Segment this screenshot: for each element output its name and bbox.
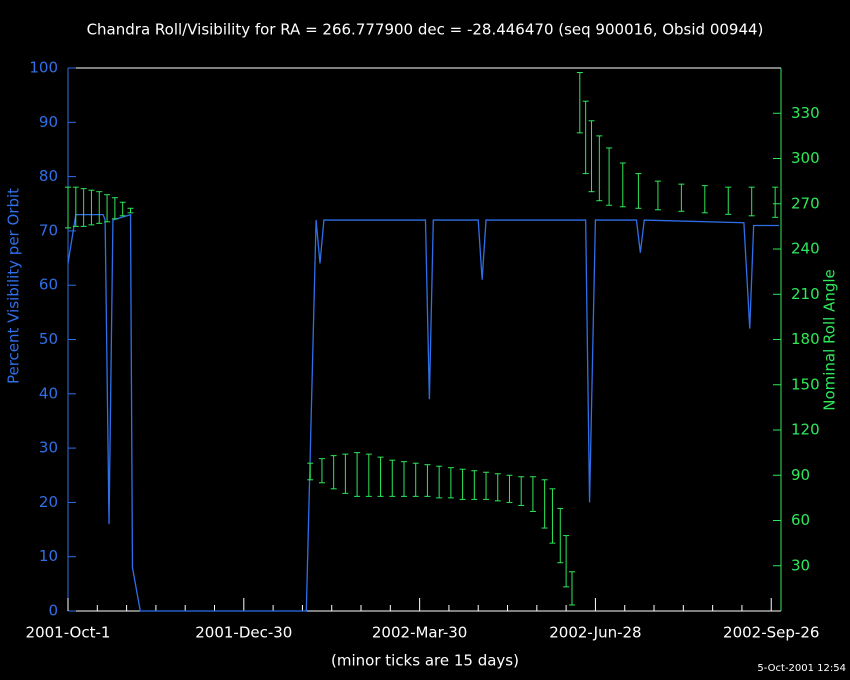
roll-range-bar: [635, 173, 642, 209]
y-tick-label: 0: [48, 602, 58, 620]
y-tick-label: 70: [39, 221, 58, 239]
y2-tick-label: 60: [791, 511, 810, 529]
roll-range-bar: [654, 180, 661, 211]
y-tick-label: 20: [39, 493, 58, 511]
roll-range-bar: [412, 462, 419, 497]
roll-range-bar: [111, 197, 118, 220]
y2-tick-label: 240: [791, 240, 820, 258]
y2-tick-label: 270: [791, 194, 820, 212]
y-tick-label: 30: [39, 439, 58, 457]
roll-range-bar: [563, 535, 570, 588]
roll-range-bar: [127, 207, 134, 214]
roll-range-bar: [365, 453, 372, 497]
roll-range-bar: [471, 470, 478, 500]
x-tick-label: 2001-Oct-1: [26, 624, 111, 642]
roll-range-bar: [557, 507, 564, 564]
roll-range-bar: [518, 476, 525, 506]
roll-range-bar: [447, 467, 454, 499]
y-tick-label: 90: [39, 113, 58, 131]
roll-range-bar: [377, 456, 384, 497]
roll-range-bar: [307, 462, 314, 481]
y2-tick-label: 330: [791, 104, 820, 122]
roll-range-bar: [424, 464, 431, 497]
x-tick-label: 2001-Dec-30: [195, 624, 292, 642]
y-tick-label: 100: [29, 59, 58, 77]
roll-range-bar: [576, 72, 583, 134]
x-tick-label: 2002-Sep-26: [723, 624, 819, 642]
roll-range-bar: [772, 186, 779, 218]
y2-axis-label: Nominal Roll Angle: [821, 269, 839, 411]
roll-range-bar: [96, 191, 103, 224]
roll-range-bar: [529, 476, 536, 512]
roll-range-bar: [596, 135, 603, 202]
y-tick-label: 60: [39, 276, 58, 294]
roll-range-bar: [606, 147, 613, 206]
y2-tick-label: 120: [791, 421, 820, 439]
roll-range-bar: [506, 474, 513, 503]
x-tick-label: 2002-Jun-28: [549, 624, 641, 642]
y-tick-label: 10: [39, 547, 58, 565]
roll-range-bar: [80, 188, 87, 227]
roll-range-bar: [119, 201, 126, 217]
y2-tick-label: 300: [791, 149, 820, 167]
roll-range-bar: [400, 461, 407, 497]
roll-range-bar: [582, 100, 589, 175]
roll-range-bar: [354, 452, 361, 497]
roll-range-bar: [588, 120, 595, 193]
y2-tick-label: 150: [791, 375, 820, 393]
y2-tick-label: 90: [791, 466, 810, 484]
visibility-line: [67, 213, 780, 612]
roll-range-bar: [436, 465, 443, 499]
roll-range-bar: [459, 468, 466, 500]
roll-range-bar: [725, 186, 732, 215]
y2-tick-label: 30: [791, 556, 810, 574]
roll-range-bar: [483, 471, 490, 500]
x-axis-note: (minor ticks are 15 days): [331, 652, 519, 670]
y2-tick-label: 180: [791, 330, 820, 348]
x-tick-label: 2002-Mar-30: [372, 624, 467, 642]
roll-range-bar: [318, 458, 325, 484]
y-tick-label: 40: [39, 384, 58, 402]
roll-range-bar: [65, 186, 71, 229]
roll-range-bar: [88, 189, 95, 226]
roll-range-bar: [568, 571, 575, 606]
roll-range-bar: [330, 455, 337, 490]
y-tick-label: 80: [39, 167, 58, 185]
roll-range-bar: [494, 473, 501, 502]
roll-range-bar: [619, 162, 626, 208]
roll-range-bar: [678, 183, 685, 212]
roll-range-bar: [541, 479, 548, 529]
roll-range-bar: [104, 194, 111, 223]
y-tick-label: 50: [39, 330, 58, 348]
chart-title: Chandra Roll/Visibility for RA = 266.777…: [87, 21, 764, 39]
timestamp: 5-Oct-2001 12:54: [757, 663, 846, 674]
roll-range-bar: [748, 186, 755, 217]
roll-range-bar: [389, 459, 396, 497]
roll-range-bar: [549, 488, 556, 544]
roll-range-bar: [701, 185, 708, 214]
y2-tick-label: 210: [791, 285, 820, 303]
roll-range-bar: [342, 453, 349, 494]
y-axis-label: Percent Visibility per Orbit: [5, 188, 23, 384]
roll-range-bar: [72, 186, 79, 227]
